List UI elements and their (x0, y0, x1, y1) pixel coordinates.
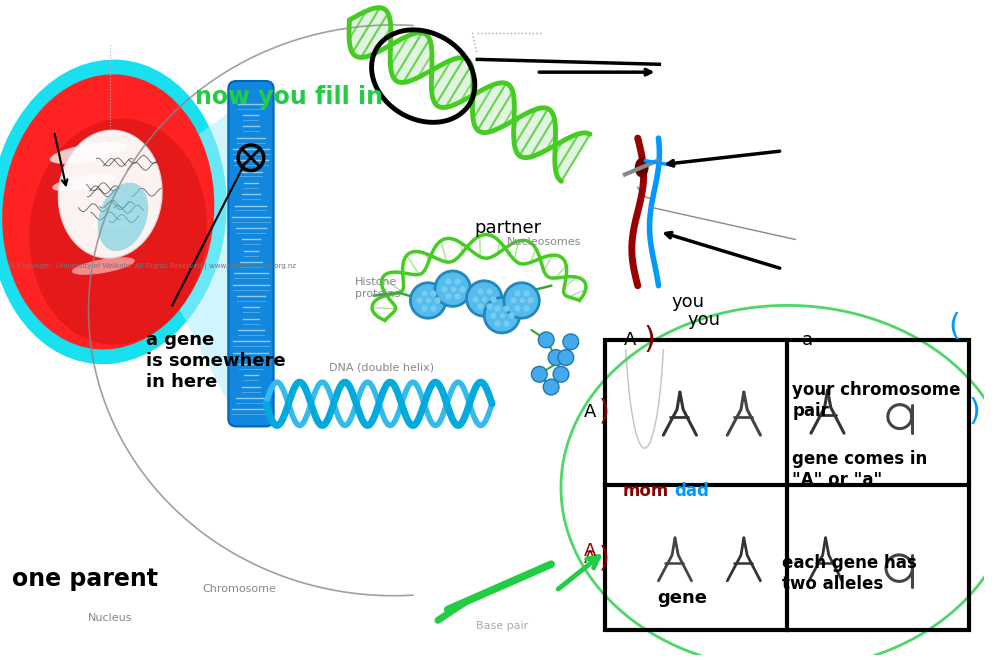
Text: A: A (624, 331, 636, 349)
Polygon shape (432, 58, 464, 104)
Polygon shape (349, 11, 366, 39)
Text: ): ) (599, 398, 610, 426)
Text: (: ( (949, 312, 961, 341)
Text: you: you (687, 311, 720, 329)
Circle shape (504, 282, 539, 318)
Text: each gene has
two alleles: each gene has two alleles (782, 554, 917, 593)
Polygon shape (530, 117, 555, 157)
Circle shape (558, 350, 574, 366)
Text: © Copyright. University of Waikato. All Rights Reserved | www.sciencelearn.org.n: © Copyright. University of Waikato. All … (8, 263, 296, 270)
Text: Chromosome: Chromosome (202, 583, 276, 593)
Text: Base pair: Base pair (476, 620, 529, 630)
Polygon shape (403, 39, 432, 82)
Polygon shape (390, 33, 422, 79)
Circle shape (410, 282, 446, 318)
Ellipse shape (72, 257, 135, 275)
Text: A: A (584, 403, 597, 420)
Circle shape (466, 280, 502, 316)
Circle shape (531, 366, 547, 382)
Circle shape (435, 271, 470, 306)
Circle shape (553, 366, 569, 382)
Circle shape (538, 332, 554, 348)
Ellipse shape (635, 158, 649, 178)
Polygon shape (446, 65, 473, 108)
Polygon shape (473, 83, 506, 130)
Polygon shape (556, 134, 590, 182)
Text: ): ) (644, 325, 655, 354)
Text: you: you (671, 293, 704, 311)
Text: dad: dad (674, 482, 709, 500)
Text: a: a (801, 331, 813, 349)
Circle shape (543, 379, 559, 395)
Text: DNA (double helix): DNA (double helix) (329, 363, 434, 373)
Polygon shape (352, 8, 388, 57)
Polygon shape (394, 33, 430, 82)
Bar (605, 340, 969, 630)
Text: ): ) (599, 544, 610, 572)
Polygon shape (432, 60, 451, 92)
Ellipse shape (52, 174, 115, 191)
Text: gene: gene (657, 589, 707, 607)
Polygon shape (488, 92, 514, 132)
Polygon shape (349, 8, 380, 53)
Polygon shape (555, 134, 579, 172)
Ellipse shape (0, 59, 227, 364)
Text: partner: partner (474, 219, 541, 237)
Ellipse shape (50, 142, 127, 164)
Text: Nucleosomes: Nucleosomes (507, 238, 581, 248)
Polygon shape (153, 104, 241, 428)
Text: a gene
is somewhere
in here: a gene is somewhere in here (146, 331, 285, 391)
Polygon shape (514, 109, 548, 156)
Ellipse shape (29, 119, 207, 345)
Text: A: A (584, 543, 597, 560)
Ellipse shape (58, 130, 162, 258)
Polygon shape (514, 109, 536, 145)
Text: A: A (584, 549, 597, 568)
Polygon shape (473, 84, 494, 119)
Polygon shape (478, 83, 513, 132)
Text: ): ) (968, 397, 980, 426)
Ellipse shape (2, 75, 214, 349)
Text: your chromosome
pair: your chromosome pair (792, 381, 961, 420)
Text: Histone
proteins: Histone proteins (355, 277, 401, 298)
Text: gene comes in
"A" or "a": gene comes in "A" or "a" (792, 450, 927, 489)
Polygon shape (436, 58, 471, 108)
Text: Nucleus: Nucleus (88, 613, 132, 624)
Ellipse shape (91, 214, 145, 229)
Text: one parent: one parent (12, 567, 158, 591)
Circle shape (548, 350, 564, 366)
Text: now you fill in: now you fill in (195, 85, 383, 110)
Polygon shape (361, 13, 391, 57)
FancyBboxPatch shape (228, 81, 274, 426)
Circle shape (484, 298, 520, 333)
Polygon shape (390, 36, 409, 66)
Polygon shape (520, 109, 554, 157)
Text: mom: mom (623, 482, 669, 500)
Ellipse shape (98, 183, 148, 251)
Circle shape (563, 334, 579, 350)
